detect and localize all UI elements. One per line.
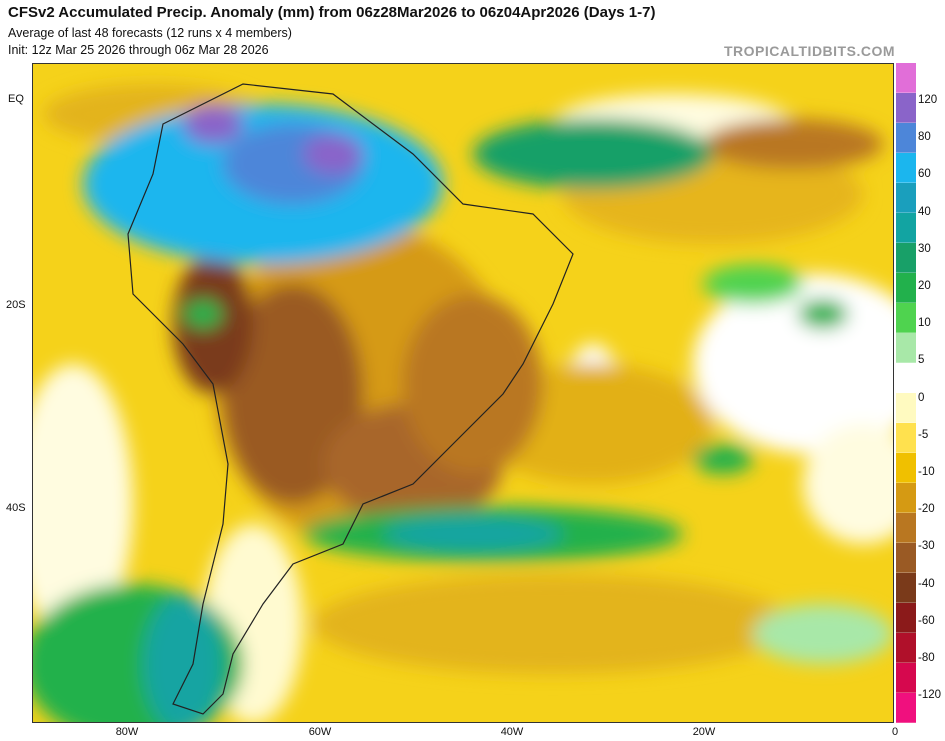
colorbar-swatch: [896, 303, 916, 333]
colorbar-label: -30: [918, 540, 935, 553]
colorbar: [896, 63, 916, 723]
map-subtitle: Average of last 48 forecasts (12 runs x …: [8, 26, 292, 40]
lon-label-40w: 40W: [500, 726, 524, 738]
colorbar-label: 0: [918, 391, 925, 404]
colorbar-swatch: [896, 123, 916, 153]
colorbar-label: -20: [918, 503, 935, 516]
lon-label-0: 0: [891, 726, 899, 738]
lat-label-eq: EQ: [8, 93, 24, 105]
colorbar-label: -80: [918, 652, 935, 664]
colorbar-swatch: [896, 693, 916, 723]
colorbar-label: 20: [918, 280, 931, 292]
colorbar-swatch: [896, 633, 916, 663]
colorbar-label: 40: [918, 205, 931, 218]
colorbar-swatch: [896, 543, 916, 573]
colorbar-label: 80: [918, 131, 931, 144]
colorbar-swatch: [896, 513, 916, 543]
lon-label-20w: 20W: [692, 726, 716, 738]
colorbar-swatch: [896, 483, 916, 513]
colorbar-label: -10: [918, 466, 935, 478]
colorbar-label: -40: [918, 577, 935, 590]
colorbar-swatch: [896, 453, 916, 483]
colorbar-label: -5: [918, 428, 929, 441]
map-title: CFSv2 Accumulated Precip. Anomaly (mm) f…: [8, 4, 656, 21]
colorbar-swatch: [896, 153, 916, 183]
colorbar-swatch: [896, 63, 916, 93]
lon-label-60w: 60W: [308, 726, 332, 738]
lon-label-80w: 80W: [115, 726, 139, 738]
init-info: Init: 12z Mar 25 2026 through 06z Mar 28…: [8, 43, 269, 57]
colorbar-swatch: [896, 603, 916, 633]
colorbar-label: -60: [918, 614, 935, 627]
colorbar-swatch: [896, 393, 916, 423]
colorbar-swatch: [896, 333, 916, 363]
colorbar-swatch: [896, 273, 916, 303]
lat-label-20s: 20S: [6, 299, 26, 311]
lat-label-40s: 40S: [6, 502, 26, 514]
colorbar-label: 10: [918, 317, 931, 330]
colorbar-swatch: [896, 243, 916, 273]
map-canvas: [33, 64, 893, 722]
colorbar-label: 5: [918, 354, 925, 367]
colorbar-label: 120: [918, 94, 938, 106]
colorbar-label: -120: [918, 689, 942, 702]
colorbar-swatch: [896, 93, 916, 123]
colorbar-swatch: [896, 363, 916, 393]
colorbar-label: 60: [918, 168, 931, 181]
south-america-coastline: [127, 83, 574, 715]
brand-watermark: TROPICALTIDBITS.COM: [723, 43, 895, 59]
colorbar-label: 30: [918, 242, 931, 255]
colorbar-swatch: [896, 663, 916, 693]
precip-anomaly-map[interactable]: [32, 63, 894, 723]
colorbar-swatch: [896, 573, 916, 603]
colorbar-swatch: [896, 423, 916, 453]
colorbar-swatch: [896, 213, 916, 243]
colorbar-swatch: [896, 183, 916, 213]
